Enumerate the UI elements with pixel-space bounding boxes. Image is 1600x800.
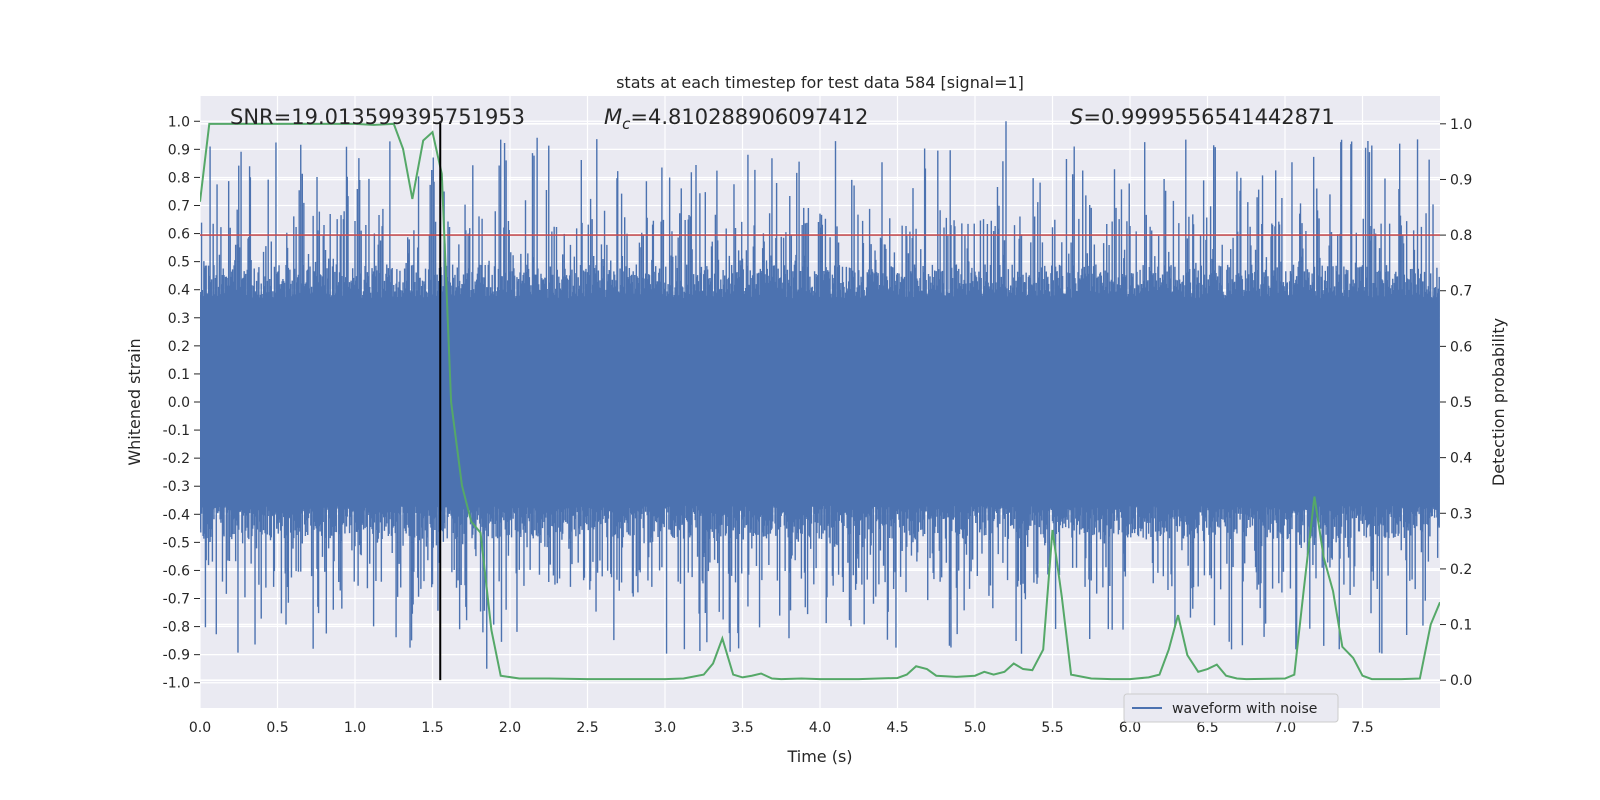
y2-tick-label: 0.8 [1450,228,1472,244]
legend-label: waveform with noise [1172,701,1317,717]
y-tick-label: -0.7 [163,592,190,608]
y2-tick-label: 0.2 [1450,562,1472,578]
y-tick-label: 0.1 [168,367,190,383]
x-tick-label: 3.5 [731,720,753,736]
y-tick-label: -1.0 [163,676,190,692]
x-tick-label: 2.0 [499,720,521,736]
score-annotation: S=0.9999556541442871 [1070,105,1335,129]
score-symbol: S [1070,105,1083,129]
y2-tick-label: 0.0 [1450,673,1472,689]
x-tick-label: 5.0 [964,720,986,736]
probability-series [200,122,1440,681]
y2-tick-labels: 1.0 0.9 0.8 0.7 0.6 0.5 0.4 0.3 0.2 0.1 0.0 [1440,117,1472,689]
chirp-mass-value: =4.810288906097412 [630,105,868,129]
x-tick-labels: 0.0 0.5 1.0 1.5 2.0 2.5 3.0 3.5 4.0 4.5 5.0 5.5 6.0 6… [189,720,1374,736]
y-tick-label: -0.8 [163,620,190,636]
y-tick-label: -0.2 [163,451,190,467]
y-tick-label: -0.3 [163,479,190,495]
y-tick-label: 0.6 [168,227,190,243]
x-tick-label: 3.0 [654,720,676,736]
chirp-mass-annotation: Mc=4.810288906097412 [604,105,868,133]
y2-tick-label: 0.5 [1450,395,1472,411]
y2-tick-label: 0.1 [1450,618,1472,634]
y-tick-label: -0.4 [163,507,190,523]
chart-title: stats at each timestep for test data 584… [616,73,1024,92]
y-tick-label: -0.6 [163,563,190,579]
x-tick-label: 7.0 [1274,720,1296,736]
y-axis-label: Whitened strain [125,338,144,465]
waveform-series [200,121,1440,669]
chirp-mass-subscript: c [622,115,631,133]
y-tick-label: 0.8 [168,170,190,186]
y2-tick-label: 0.9 [1450,172,1472,188]
x-tick-label: 1.5 [421,720,443,736]
x-tick-label: 7.5 [1351,720,1373,736]
x-tick-label: 6.5 [1196,720,1218,736]
y2-axis-label: Detection probability [1489,318,1508,486]
x-tick-label: 0.0 [189,720,211,736]
y-tick-label: -0.5 [163,535,190,551]
x-tick-label: 4.5 [886,720,908,736]
y-tick-label: -0.1 [163,423,190,439]
x-tick-label: 1.0 [344,720,366,736]
x-axis-label: Time (s) [786,747,852,766]
y2-tick-label: 0.6 [1450,339,1472,355]
y-tick-label: -0.9 [163,648,190,664]
x-tick-label: 2.5 [576,720,598,736]
y-tick-label: 0.5 [168,255,190,271]
y2-tick-label: 0.4 [1450,451,1472,467]
y-tick-label: 1.0 [168,114,190,130]
y-tick-label: 0.4 [168,283,190,299]
y-tick-label: 0.3 [168,311,190,327]
y-tick-label: 0.0 [168,395,190,411]
x-tick-label: 6.0 [1119,720,1141,736]
y-tick-label: 0.9 [168,142,190,158]
x-tick-label: 0.5 [266,720,288,736]
y2-tick-label: 1.0 [1450,117,1472,133]
y2-tick-label: 0.7 [1450,284,1472,300]
x-tick-label: 5.5 [1041,720,1063,736]
y2-tick-label: 0.3 [1450,506,1472,522]
x-tick-label: 4.0 [809,720,831,736]
legend-box [1123,693,1339,723]
y-tick-label: 0.2 [168,339,190,355]
y-tick-label: 0.7 [168,198,190,214]
snr-annotation: SNR=19.013599395751953 [230,105,525,129]
legend: waveform with noise [1123,693,1339,723]
y-tick-labels: 1.0 0.9 0.8 0.7 0.6 0.5 0.4 0.3 0.2 0.1 0.0 -0.1 -0.… [163,114,200,692]
chirp-mass-symbol: M [604,105,622,129]
score-value: =0.9999556541442871 [1083,105,1334,129]
